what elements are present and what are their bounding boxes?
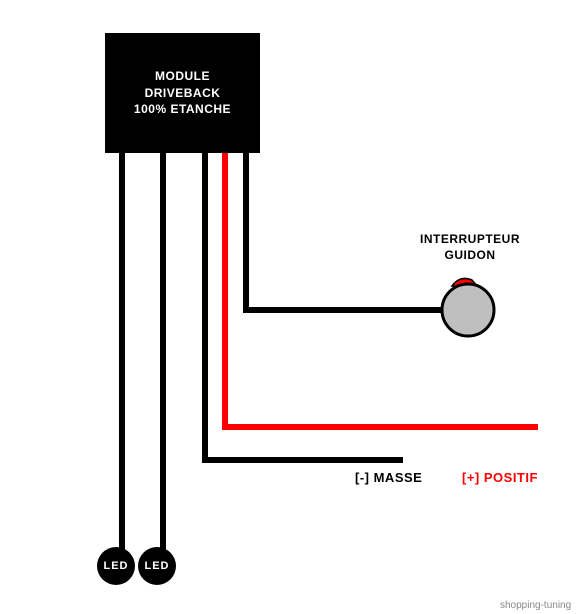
wire-positive [225, 153, 538, 427]
switch-label-line1: INTERRUPTEUR [405, 232, 535, 248]
wire-ground [205, 153, 403, 460]
module-line2: DRIVEBACK [145, 85, 221, 102]
switch-label-line2: GUIDON [405, 248, 535, 264]
ground-label: [-] MASSE [355, 470, 422, 485]
module-line1: MODULE [155, 68, 210, 85]
switch-label: INTERRUPTEUR GUIDON [405, 232, 535, 263]
watermark: shopping-tuning [500, 600, 571, 611]
led-label-2: LED [145, 560, 170, 572]
led-label-1: LED [104, 560, 129, 572]
switch-body [442, 284, 494, 336]
led-bulb-1: LED [97, 547, 135, 585]
led-bulb-2: LED [138, 547, 176, 585]
wiring-diagram [0, 0, 579, 614]
module-line3: 100% ETANCHE [134, 101, 231, 118]
module-box: MODULE DRIVEBACK 100% ETANCHE [105, 33, 260, 153]
positive-label: [+] POSITIF [462, 470, 538, 485]
